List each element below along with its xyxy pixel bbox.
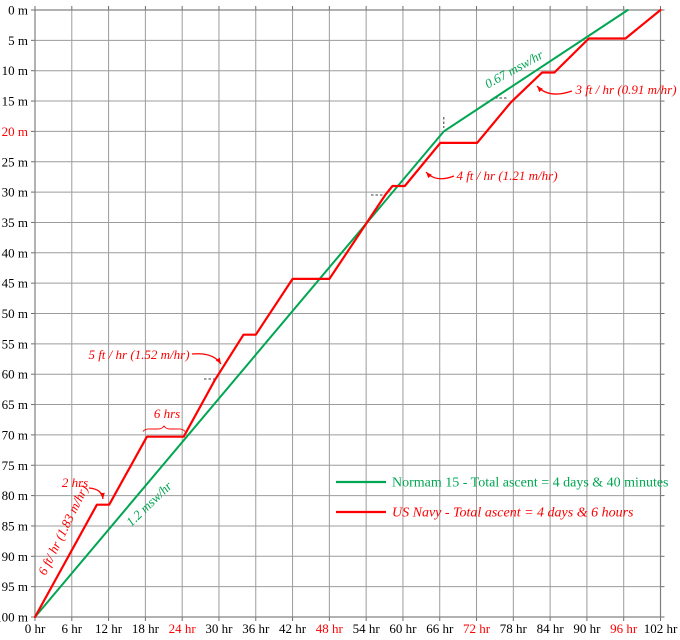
x-axis-tick-label: 18 hr xyxy=(132,621,160,636)
x-axis-tick-label: 0 hr xyxy=(25,621,46,636)
y-axis-tick-label: 35 m xyxy=(2,215,28,230)
x-axis-tick-label: 30 hr xyxy=(205,621,233,636)
annotation-stop-6hrs: 6 hrs xyxy=(142,406,186,432)
y-axis-tick-label: 10 m xyxy=(2,63,28,78)
plot-border xyxy=(34,9,662,618)
annotation-arrowhead xyxy=(100,492,105,499)
y-axis-tick-label: 15 m xyxy=(2,94,28,109)
y-axis-tick-label: 45 m xyxy=(2,276,28,291)
x-axis-tick-label: 24 hr xyxy=(169,621,197,636)
y-axis-tick-label: 95 m xyxy=(2,579,28,594)
y-axis-tick-label: 50 m xyxy=(2,306,28,321)
y-axis-tick-label: 90 m xyxy=(2,549,28,564)
x-axis-tick-label: 66 hr xyxy=(426,621,454,636)
x-axis-tick-label: 84 hr xyxy=(537,621,565,636)
y-axis-tick-label: 30 m xyxy=(2,185,28,200)
annotation-text: 5 ft / hr (1.52 m/hr) xyxy=(88,347,189,362)
legend-label-us-navy: US Navy - Total ascent = 4 days & 6 hour… xyxy=(392,506,634,521)
annotation-text: 3 ft / hr (0.91 m/hr) xyxy=(574,82,676,97)
annotation-rate-3ft-hr: 3 ft / hr (0.91 m/hr) xyxy=(536,82,677,97)
y-axis-tick-label: 100 m xyxy=(0,610,28,625)
rate-change-markers xyxy=(204,97,508,380)
annotation-brace xyxy=(142,425,186,432)
y-axis-tick-label: 80 m xyxy=(2,488,28,503)
annotation-text: 4 ft / hr (1.21 m/hr) xyxy=(456,168,557,183)
x-axis-tick-label: 96 hr xyxy=(610,621,638,636)
y-axis-tick-label: 0 m xyxy=(8,3,28,18)
y-axis-tick-label: 60 m xyxy=(2,367,28,382)
y-axis-tick-label: 55 m xyxy=(2,336,28,351)
y-axis-tick-label: 75 m xyxy=(2,458,28,473)
us-navy-line xyxy=(33,8,662,619)
x-axis-tick-label: 90 hr xyxy=(573,621,601,636)
x-axis-tick-label: 102 hr xyxy=(644,621,678,636)
annotation-text: 6 hrs xyxy=(154,406,180,421)
y-axis-tick-label: 40 m xyxy=(2,245,28,260)
legend-label-normam15: Normam 15 - Total ascent = 4 days & 40 m… xyxy=(392,476,669,491)
axis-labels: 0 hr 6 hr 12 hr 18 hr 24 hr 30 hr 36 hr 42 hr 48… xyxy=(0,3,678,637)
x-axis-tick-label: 60 hr xyxy=(389,621,417,636)
x-axis-tick-label: 54 hr xyxy=(353,621,381,636)
legend: Normam 15 - Total ascent = 4 days & 40 m… xyxy=(336,476,669,521)
grid xyxy=(31,6,665,621)
x-axis-tick-label: 42 hr xyxy=(279,621,307,636)
annotation-arrowhead xyxy=(426,172,432,179)
y-axis-tick-label: 20 m xyxy=(2,124,28,139)
x-axis-tick-label: 12 hr xyxy=(95,621,123,636)
annotation-rate-5ft-hr: 5 ft / hr (1.52 m/hr) xyxy=(88,347,222,365)
annotation-stop-2hrs: 2 hrs xyxy=(62,475,105,500)
x-axis-tick-label: 6 hr xyxy=(61,621,82,636)
x-axis-tick-label: 36 hr xyxy=(242,621,270,636)
y-axis-tick-label: 25 m xyxy=(2,154,28,169)
annotation-text: 2 hrs xyxy=(62,475,88,490)
y-axis-tick-label: 85 m xyxy=(2,518,28,533)
annotation-arrowhead xyxy=(215,357,221,364)
x-axis-tick-label: 48 hr xyxy=(316,621,344,636)
annotation-arrow xyxy=(536,85,573,95)
y-axis-tick-label: 5 m xyxy=(8,33,28,48)
x-axis-tick-label: 72 hr xyxy=(463,621,491,636)
x-axis-tick-label: 78 hr xyxy=(500,621,528,636)
annotation-arrow xyxy=(191,353,222,365)
y-axis-tick-label: 70 m xyxy=(2,427,28,442)
normam15-line xyxy=(34,9,629,618)
annotation-arrowhead xyxy=(537,86,543,93)
annotation-rate-4ft-hr: 4 ft / hr (1.21 m/hr) xyxy=(425,168,558,183)
y-axis-tick-label: 65 m xyxy=(2,397,28,412)
